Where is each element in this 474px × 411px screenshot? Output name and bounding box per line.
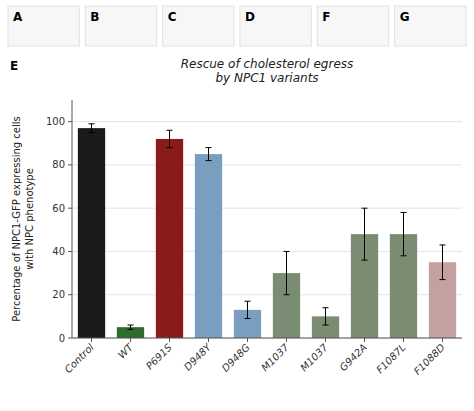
panel-label: D bbox=[245, 10, 255, 24]
x-tick-label: F1088D bbox=[412, 341, 447, 376]
x-tick bbox=[325, 338, 326, 342]
y-tick bbox=[68, 294, 72, 295]
x-tick bbox=[364, 338, 365, 342]
panel-label: F bbox=[322, 10, 330, 24]
title-line: by NPC1 variants bbox=[215, 71, 318, 85]
y-tick bbox=[68, 338, 72, 339]
y-label-line: with NPC phenotype bbox=[24, 168, 35, 270]
y-tick-label: 80 bbox=[52, 159, 65, 170]
error-cap bbox=[284, 251, 290, 252]
panel-placeholder bbox=[163, 6, 234, 46]
panel-placeholder bbox=[240, 6, 311, 46]
y-tick-label: 20 bbox=[52, 289, 65, 300]
panel-label: B bbox=[90, 10, 99, 24]
grid-line bbox=[72, 164, 462, 165]
error-cap bbox=[440, 279, 446, 280]
error-cap bbox=[206, 147, 212, 148]
error-cap bbox=[167, 130, 173, 131]
x-tick-label: Control bbox=[62, 341, 96, 375]
panel-label: E bbox=[10, 59, 18, 73]
chart-root: A B C D F G E Rescue of cholesterol egressby NP… bbox=[0, 0, 474, 411]
panel-placeholder bbox=[317, 6, 388, 46]
x-tick-label: G942A bbox=[337, 342, 369, 374]
x-tick bbox=[247, 338, 248, 342]
x-tick-label: M1037 bbox=[259, 341, 291, 373]
panel-label: C bbox=[168, 10, 177, 24]
x-tick bbox=[91, 338, 92, 342]
error-cap bbox=[89, 123, 95, 124]
error-bar bbox=[130, 325, 131, 329]
panel-placeholder bbox=[8, 6, 79, 46]
y-axis-line bbox=[72, 100, 73, 338]
error-cap bbox=[284, 294, 290, 295]
error-bar bbox=[169, 130, 170, 147]
x-tick bbox=[169, 338, 170, 342]
x-tick-label: WT bbox=[116, 341, 136, 361]
error-bar bbox=[208, 148, 209, 161]
chart-title: Rescue of cholesterol egressby NPC1 vari… bbox=[181, 57, 354, 85]
x-tick-label: P691S bbox=[144, 341, 174, 371]
error-cap bbox=[167, 147, 173, 148]
y-tick bbox=[68, 251, 72, 252]
error-bar bbox=[364, 208, 365, 260]
error-cap bbox=[245, 318, 251, 319]
error-cap bbox=[440, 244, 446, 245]
x-tick bbox=[442, 338, 443, 342]
y-tick bbox=[68, 121, 72, 122]
bar bbox=[78, 128, 105, 338]
x-tick bbox=[208, 338, 209, 342]
y-label-line: Percentage of NPC1-GFP expressing cells bbox=[11, 116, 22, 322]
x-tick-label: D948Y bbox=[182, 341, 214, 373]
grid-line bbox=[72, 121, 462, 122]
error-cap bbox=[401, 255, 407, 256]
bar bbox=[195, 154, 222, 338]
x-tick bbox=[130, 338, 131, 342]
error-cap bbox=[323, 307, 329, 308]
y-axis-label: Percentage of NPC1-GFP expressing cellsw… bbox=[11, 116, 35, 322]
x-tick bbox=[403, 338, 404, 342]
panel-placeholder bbox=[85, 6, 156, 46]
error-bar bbox=[403, 213, 404, 256]
error-bar bbox=[325, 308, 326, 325]
x-tick-label: F1087L bbox=[374, 342, 408, 376]
y-tick-label: 40 bbox=[52, 246, 65, 257]
error-bar bbox=[442, 245, 443, 280]
error-bar bbox=[247, 301, 248, 318]
error-cap bbox=[128, 329, 134, 330]
bar bbox=[156, 139, 183, 338]
error-cap bbox=[362, 260, 368, 261]
error-cap bbox=[89, 132, 95, 133]
y-tick-label: 0 bbox=[59, 333, 65, 344]
x-tick-label: D948G bbox=[220, 341, 252, 373]
bars bbox=[78, 124, 456, 338]
y-tick bbox=[68, 208, 72, 209]
error-bar bbox=[286, 251, 287, 294]
y-tick-label: 100 bbox=[46, 116, 65, 127]
title-line: Rescue of cholesterol egress bbox=[181, 57, 354, 71]
panel-label: G bbox=[400, 10, 410, 24]
y-tick bbox=[68, 164, 72, 165]
panel-label: A bbox=[13, 10, 23, 24]
error-cap bbox=[401, 212, 407, 213]
error-cap bbox=[323, 325, 329, 326]
y-tick-label: 60 bbox=[52, 203, 65, 214]
x-tick-label: M1037 bbox=[298, 341, 330, 373]
error-cap bbox=[245, 301, 251, 302]
error-cap bbox=[206, 160, 212, 161]
error-cap bbox=[128, 325, 134, 326]
error-cap bbox=[362, 208, 368, 209]
grid-line bbox=[72, 208, 462, 209]
error-bar bbox=[91, 124, 92, 133]
x-tick bbox=[286, 338, 287, 342]
panel-placeholder bbox=[395, 6, 466, 46]
